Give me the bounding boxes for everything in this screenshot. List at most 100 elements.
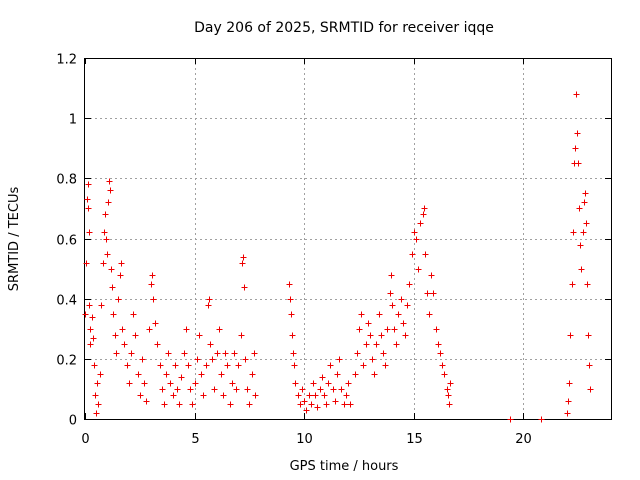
data-point (189, 401, 196, 408)
data-point (325, 380, 332, 387)
data-point (424, 290, 431, 297)
data-point (146, 326, 153, 333)
data-point (352, 371, 359, 378)
data-point (578, 266, 585, 273)
data-point (437, 350, 444, 357)
data-point (198, 371, 205, 378)
data-point (93, 410, 100, 417)
data-point (183, 326, 190, 333)
data-point (312, 392, 319, 399)
data-point (148, 281, 155, 288)
grid (85, 58, 611, 419)
axis-ticks: 0 0.2 0.4 0.6 0.8 1 1.2 0 5 10 15 20 (56, 53, 611, 447)
data-point (314, 404, 321, 411)
data-point (384, 326, 391, 333)
data-point (240, 254, 247, 261)
data-point (149, 272, 156, 279)
data-point (222, 350, 229, 357)
data-point (327, 362, 334, 369)
data-point (433, 326, 440, 333)
data-point (360, 362, 367, 369)
data-point (84, 196, 91, 203)
data-point (343, 392, 350, 399)
data-point (124, 362, 131, 369)
data-point (441, 371, 448, 378)
data-point (301, 398, 308, 405)
y-tick-label: 0 (69, 414, 77, 429)
data-point (378, 332, 385, 339)
data-point (297, 401, 304, 408)
data-point (244, 386, 251, 393)
data-point (117, 272, 124, 279)
data-point (97, 371, 104, 378)
data-point (323, 401, 330, 408)
data-point (154, 341, 161, 348)
data-point (231, 350, 238, 357)
x-tick-label: 10 (296, 432, 313, 447)
data-point (567, 332, 574, 339)
x-axis-label: GPS time / hours (290, 459, 399, 474)
data-point (584, 281, 591, 288)
data-point (174, 386, 181, 393)
data-point (586, 362, 593, 369)
data-point (564, 410, 571, 417)
data-point (176, 401, 183, 408)
x-tick-label: 20 (515, 432, 532, 447)
data-point (391, 326, 398, 333)
data-point (321, 392, 328, 399)
data-point (115, 296, 122, 303)
data-point (330, 386, 337, 393)
data-point (251, 350, 258, 357)
data-point (287, 296, 294, 303)
data-point (292, 380, 299, 387)
data-point (580, 229, 587, 236)
data-point (102, 211, 109, 218)
data-point (334, 371, 341, 378)
data-point (112, 332, 119, 339)
data-point (421, 205, 428, 212)
data-point (209, 356, 216, 363)
data-point (574, 130, 581, 137)
data-point (585, 332, 592, 339)
data-point (98, 302, 105, 309)
data-point (130, 311, 137, 318)
data-point (373, 341, 380, 348)
data-point (444, 386, 451, 393)
data-point (126, 380, 133, 387)
data-point (572, 145, 579, 152)
data-point (380, 350, 387, 357)
data-point (196, 332, 203, 339)
data-point (178, 374, 185, 381)
data-point (132, 332, 139, 339)
data-point (214, 350, 221, 357)
data-point (252, 392, 259, 399)
data-point (85, 181, 92, 188)
data-point (172, 362, 179, 369)
data-point (406, 281, 413, 288)
data-point (118, 260, 125, 267)
data-point (389, 302, 396, 309)
data-point (295, 392, 302, 399)
data-point (207, 341, 214, 348)
data-point (413, 236, 420, 243)
data-point (566, 380, 573, 387)
data-point (336, 356, 343, 363)
data-point (135, 371, 142, 378)
data-point (426, 311, 433, 318)
data-point (404, 302, 411, 309)
data-point (430, 290, 437, 297)
data-point (388, 272, 395, 279)
data-point (87, 341, 94, 348)
data-point (119, 326, 126, 333)
data-point (565, 398, 572, 405)
data-point (573, 91, 580, 98)
data-point (239, 260, 246, 267)
data-point (345, 380, 352, 387)
data-point (106, 178, 113, 185)
data-point (200, 392, 207, 399)
data-point (317, 386, 324, 393)
data-points (82, 91, 594, 423)
data-point (570, 229, 577, 236)
data-point (420, 211, 427, 218)
